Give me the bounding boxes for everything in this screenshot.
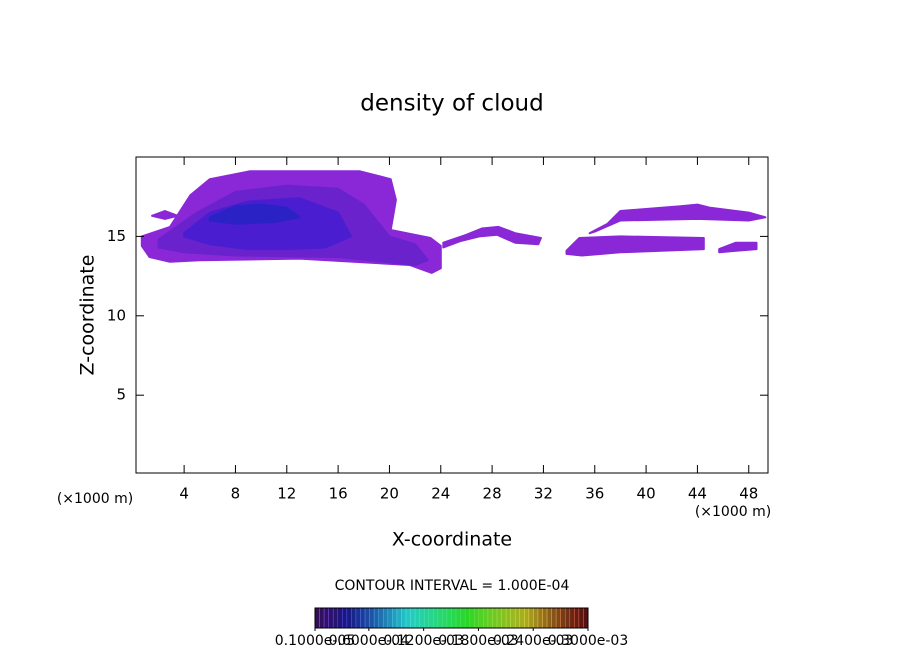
colorbar-stripe [323,607,329,629]
colorbar-stripe [392,607,398,629]
colorbar-stripe [328,607,334,629]
colorbar-stripe [551,607,557,629]
x-unit: (×1000 m) [695,504,771,520]
contour-region [442,225,542,249]
colorbar-stripe [423,607,430,629]
colorbar-stripe [474,607,480,629]
colorbar-stripe [537,607,543,629]
colorbar-stripe [546,607,552,629]
contour-region [718,241,758,254]
y-axis-label: Z-coordinate [77,255,99,376]
colorbar-stripe [446,607,452,629]
chart-title: density of cloud [360,91,543,117]
colorbar-stripe [542,607,548,629]
colorbar-stripe [396,607,402,629]
colorbar-stripe [464,607,470,629]
x-tick-label: 12 [277,485,296,503]
x-axis-label: X-coordinate [392,529,512,551]
colorbar-frame [314,607,589,629]
colorbar-stripe [401,607,407,629]
colorbar-stripe [469,607,475,629]
colorbar-stripe [373,607,379,629]
contour-region [208,203,301,225]
colorbar-stripe [578,607,584,629]
colorbar-stripe [514,607,521,629]
colorbar-stripe [528,607,534,629]
x-tick-label: 8 [231,485,241,503]
contour-region [151,210,179,220]
colorbar-stripe [433,607,439,629]
colorbar-label: 0.1200e-03 [383,633,463,649]
colorbar-label: 0.6000e-04 [329,633,410,649]
colorbar-stripe [555,607,561,629]
colorbar-label: 0.2400e-03 [493,633,573,649]
colorbar-stripe [496,607,502,629]
y-tick-label: 15 [107,227,126,245]
x-tick-label: 16 [329,485,348,503]
contour-region [588,203,767,235]
colorbar-stripe [414,607,420,629]
colorbar-stripe [451,607,457,629]
x-tick-label: 32 [534,485,553,503]
colorbar-stripe [574,607,580,629]
colorbar-stripe [519,607,525,629]
colorbar-stripe [510,607,516,629]
plot-frame [135,156,769,474]
x-tick-label: 40 [637,485,656,503]
colorbar-stripe [364,607,370,629]
colorbar-stripe [460,607,466,629]
colorbar-stripe [533,607,539,629]
colorbar-stripe [342,607,348,629]
colorbar-stripe [346,607,352,629]
colorbar-label: 0.1800e-03 [438,633,518,649]
colorbar-stripe [560,607,566,629]
colorbar-stripe [337,607,343,629]
colorbar-stripe [455,607,461,629]
colorbar-stripe [478,607,484,629]
colorbar-stripe [332,607,339,629]
colorbar-stripe [583,607,589,629]
colorbar-stripe [383,607,389,629]
x-tick-label: 44 [688,485,707,503]
colorbar-stripe [492,607,498,629]
x-tick-label: 4 [179,485,189,503]
colorbar-stripe [314,607,320,629]
colorbar-stripe [351,607,357,629]
y-tick-label: 10 [107,306,126,324]
colorbar-stripe [410,607,416,629]
x-tick-label: 36 [585,485,604,503]
colorbar-stripe [442,607,448,629]
colorbar-stripe [505,607,511,629]
x-tick-label: 24 [431,485,450,503]
colorbar: 0.1000e-050.6000e-040.1200e-030.1800e-03… [275,607,628,649]
colorbar-stripe [483,607,489,629]
x-tick-label: 48 [739,485,758,503]
colorbar-stripe [437,607,443,629]
colorbar-label: 0.1000e-05 [275,633,355,649]
x-tick-label: 20 [380,485,399,503]
annotation: CONTOUR INTERVAL = 1.000E-04 [335,578,570,594]
y-unit: (×1000 m) [57,491,133,507]
contour-region [565,235,705,257]
colorbar-stripe [524,607,530,629]
y-tick-label: 5 [116,386,126,404]
colorbar-stripe [355,607,361,629]
colorbar-stripe [378,607,384,629]
colorbar-stripe [487,607,493,629]
colorbar-label: 0.3000e-03 [548,633,628,649]
colorbar-stripe [319,607,325,629]
x-tick-label: 28 [483,485,502,503]
colorbar-stripe [387,607,393,629]
colorbar-stripe [565,607,571,629]
colorbar-stripe [360,607,366,629]
colorbar-stripe [501,607,507,629]
colorbar-stripe [569,607,575,629]
plot-area [140,170,767,274]
colorbar-stripe [428,607,434,629]
colorbar-stripe [369,607,375,629]
colorbar-stripe [405,607,411,629]
colorbar-stripe [419,607,425,629]
